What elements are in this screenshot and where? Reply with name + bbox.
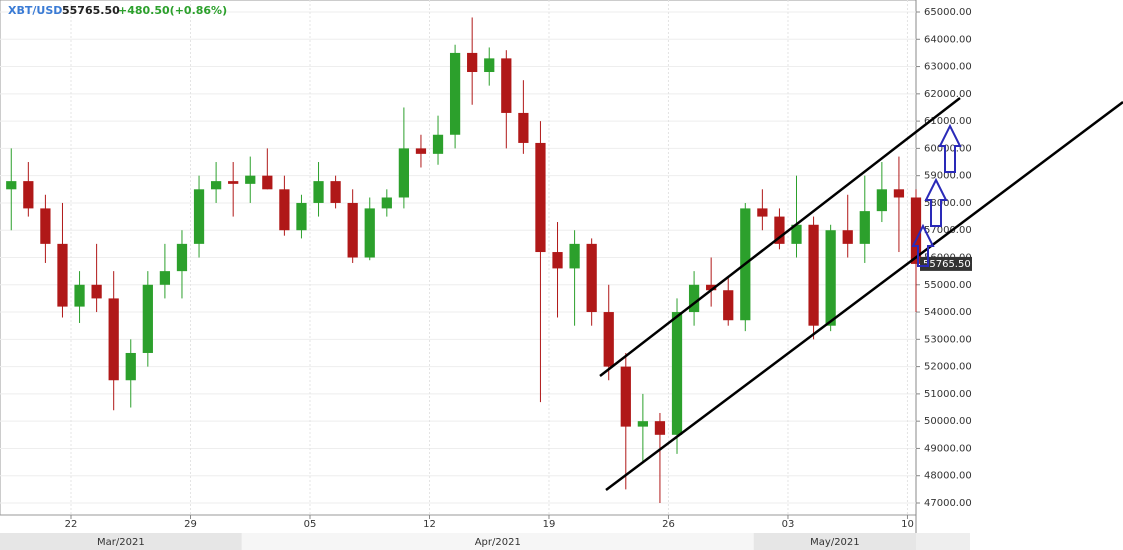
candle-body — [210, 181, 222, 190]
candle-body — [671, 312, 683, 435]
candle-body — [552, 252, 563, 269]
candle-body — [603, 312, 614, 367]
candle-body — [654, 421, 666, 435]
candle-body — [484, 58, 495, 73]
y-tick-label: 53000.00 — [924, 334, 972, 345]
candle-body — [620, 366, 631, 427]
candle-body — [228, 181, 239, 184]
candle-body — [586, 243, 597, 313]
x-tick-label: 12 — [423, 519, 436, 530]
month-label: Apr/2021 — [475, 537, 521, 548]
candle-body — [279, 189, 290, 231]
y-tick-label: 51000.00 — [924, 389, 972, 400]
candle-body — [774, 216, 785, 244]
candle-body — [859, 211, 870, 244]
candle-body — [910, 197, 922, 264]
candle-body — [757, 208, 768, 217]
candle-body — [876, 189, 887, 212]
candle-body — [637, 421, 648, 427]
target-arrows — [911, 123, 962, 267]
price-change: +480.50(+0.86%) — [118, 4, 227, 17]
candle-body — [347, 202, 358, 258]
y-tick-label: 63000.00 — [924, 62, 972, 73]
candle-body — [449, 52, 461, 135]
last-price: 55765.50 — [62, 4, 120, 17]
month-band — [241, 533, 754, 550]
month-label: May/2021 — [810, 537, 860, 548]
candle-body — [688, 284, 700, 313]
candle-body — [501, 58, 512, 113]
x-tick-label: 03 — [782, 519, 795, 530]
x-tick-label: 19 — [543, 519, 556, 530]
candle-body — [330, 181, 341, 203]
price-tag-label: 55765.50 — [923, 259, 971, 270]
candle-body — [74, 284, 85, 307]
y-tick-label: 65000.00 — [924, 7, 972, 18]
y-tick-label: 55000.00 — [924, 280, 972, 291]
y-tick-label: 52000.00 — [924, 362, 972, 373]
candle-body — [176, 243, 188, 272]
trend-lines — [599, 97, 1123, 491]
month-label: Mar/2021 — [97, 537, 145, 548]
y-tick-label: 62000.00 — [924, 89, 972, 100]
candle-body — [893, 189, 905, 198]
candle-body — [23, 181, 34, 209]
candle-body — [159, 271, 171, 285]
price-tag — [920, 256, 972, 271]
candle-body — [313, 181, 324, 203]
y-tick-label: 48000.00 — [924, 471, 972, 482]
x-tick-label: 26 — [662, 519, 675, 530]
candle-body — [723, 290, 734, 321]
candle-body — [808, 224, 819, 326]
x-tick-label: 29 — [184, 519, 197, 530]
candle-body — [518, 112, 529, 143]
x-tick-label: 22 — [65, 519, 78, 530]
candle-body — [193, 189, 205, 244]
candle-body — [142, 284, 153, 353]
candle-body — [398, 148, 410, 198]
y-tick-label: 47000.00 — [924, 498, 972, 509]
candle-body — [40, 208, 51, 244]
candle-body — [296, 202, 307, 231]
candle-body — [706, 284, 717, 291]
y-tick-label: 61000.00 — [924, 116, 972, 127]
candle-body — [842, 230, 853, 244]
candle-body — [825, 230, 836, 326]
candle-body — [381, 197, 392, 209]
candle-body — [245, 175, 256, 184]
candle-body — [6, 181, 17, 190]
candle-body — [57, 243, 68, 307]
y-tick-label: 49000.00 — [924, 443, 972, 454]
symbol: XBT/USD — [8, 4, 62, 17]
candle-body — [262, 175, 273, 190]
x-tick-label: 05 — [304, 519, 317, 530]
y-tick-label: 64000.00 — [924, 34, 972, 45]
candle-body — [467, 52, 478, 73]
month-band — [753, 533, 916, 550]
candle-body — [569, 243, 580, 269]
y-tick-label: 54000.00 — [924, 307, 972, 318]
candle-body — [415, 148, 427, 154]
month-band — [0, 533, 242, 550]
y-tick-label: 60000.00 — [924, 143, 972, 154]
candle-body — [364, 208, 375, 258]
candle-body — [108, 298, 119, 381]
candle-body — [91, 284, 102, 299]
y-tick-label: 58000.00 — [924, 198, 972, 209]
candle-body — [535, 142, 546, 253]
y-tick-label: 59000.00 — [924, 171, 972, 182]
x-tick-label: 10 — [901, 519, 914, 530]
candle-body — [791, 224, 802, 244]
candle-body — [125, 352, 136, 381]
candle-body — [432, 134, 444, 154]
y-tick-label: 50000.00 — [924, 416, 972, 427]
y-tick-label: 57000.00 — [924, 225, 972, 236]
